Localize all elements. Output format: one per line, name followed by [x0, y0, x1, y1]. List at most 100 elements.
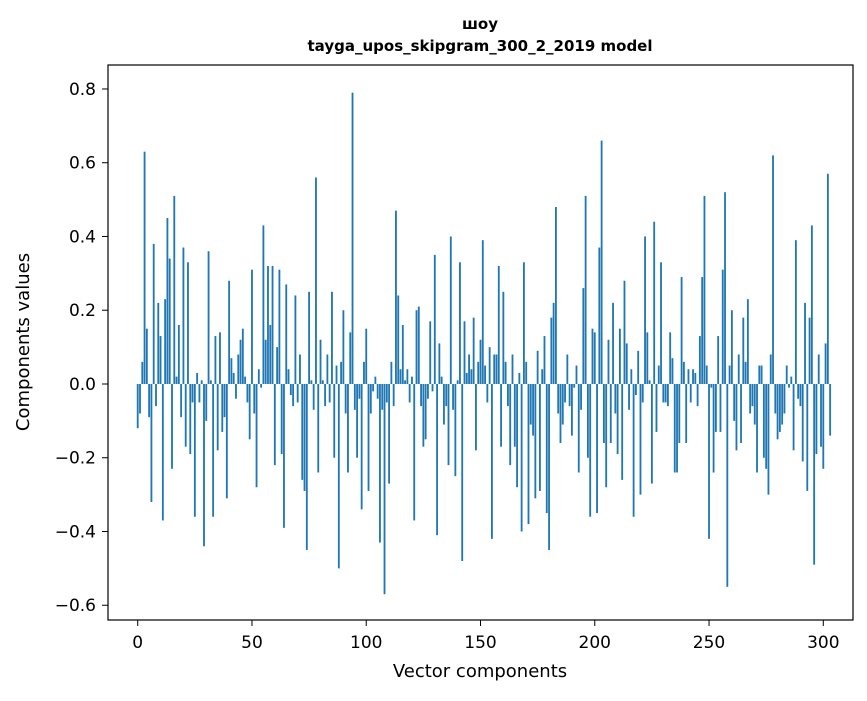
bar-78 — [315, 177, 317, 384]
bar-119 — [408, 383, 411, 403]
bar-33 — [212, 383, 215, 517]
bar-114 — [397, 295, 400, 384]
bar-171 — [527, 383, 530, 525]
bar-234 — [671, 358, 674, 384]
bar-238 — [680, 277, 683, 384]
bar-80 — [319, 339, 322, 384]
bar-158 — [497, 265, 500, 384]
bar-59 — [271, 265, 274, 384]
bar-213 — [623, 280, 626, 384]
bar-46 — [241, 328, 244, 384]
x-tick-label: 300 — [807, 633, 839, 653]
bar-25 — [193, 383, 196, 517]
bar-220 — [639, 383, 642, 495]
bar-21 — [184, 383, 187, 447]
bar-208 — [612, 302, 614, 384]
y-tick-label: 0.6 — [69, 154, 96, 174]
bar-194 — [580, 383, 582, 410]
bar-239 — [682, 361, 685, 384]
bar-95 — [353, 383, 356, 410]
bar-39 — [225, 383, 228, 499]
bar-107 — [381, 383, 384, 410]
bar-288 — [794, 240, 797, 384]
bar-183 — [555, 206, 557, 384]
x-tick-label: 0 — [132, 633, 143, 653]
bar-88 — [337, 383, 340, 569]
bar-126 — [424, 383, 427, 440]
bar-98 — [360, 383, 363, 510]
bar-222 — [644, 236, 646, 384]
bar-117 — [404, 380, 406, 384]
bar-106 — [379, 383, 381, 543]
chart-subtitle: tayga_upos_skipgram_300_2_2019 model — [308, 37, 653, 55]
bar-28 — [200, 380, 203, 384]
bar-281 — [778, 383, 781, 432]
bar-93 — [349, 332, 352, 384]
bar-130 — [433, 254, 436, 384]
bar-267 — [746, 299, 749, 384]
bar-127 — [427, 383, 429, 399]
bar-128 — [429, 321, 432, 384]
bar-42 — [232, 372, 235, 384]
bar-38 — [223, 383, 226, 418]
bar-52 — [255, 383, 258, 488]
bar-182 — [552, 302, 555, 384]
bar-219 — [637, 350, 640, 384]
bar-226 — [653, 221, 656, 384]
bar-236 — [676, 383, 678, 473]
bar-58 — [269, 324, 272, 384]
bar-115 — [399, 369, 402, 384]
bar-254 — [717, 336, 720, 384]
bar-287 — [792, 383, 795, 451]
bar-212 — [621, 383, 624, 480]
bar-187 — [564, 383, 566, 403]
bar-92 — [347, 383, 349, 473]
bar-124 — [420, 383, 422, 407]
bar-233 — [669, 332, 672, 384]
bar-5 — [148, 383, 151, 418]
bar-85 — [331, 291, 333, 384]
bar-177 — [541, 369, 544, 384]
bar-230 — [662, 383, 665, 403]
bar-263 — [737, 354, 740, 384]
bar-216 — [630, 369, 633, 384]
bar-54 — [260, 383, 263, 388]
bar-144 — [465, 372, 468, 384]
bar-142 — [461, 383, 464, 561]
bar-221 — [641, 383, 644, 403]
bar-162 — [507, 383, 509, 407]
bar-19 — [180, 383, 183, 418]
bar-74 — [305, 383, 308, 550]
bar-186 — [561, 383, 564, 425]
bar-132 — [438, 343, 441, 384]
plot-area-frame — [107, 64, 854, 621]
bar-170 — [525, 361, 528, 384]
bar-260 — [730, 310, 733, 384]
bar-279 — [774, 383, 777, 414]
bar-70 — [296, 383, 299, 403]
bar-27 — [198, 383, 201, 403]
bar-163 — [509, 383, 512, 466]
bar-276 — [767, 383, 770, 495]
bar-240 — [685, 383, 688, 443]
bar-237 — [678, 383, 681, 443]
bar-296 — [813, 383, 816, 565]
bar-110 — [388, 383, 390, 484]
bar-24 — [191, 383, 194, 403]
bar-17 — [175, 376, 178, 384]
bar-77 — [312, 383, 315, 410]
bar-55 — [262, 225, 265, 384]
x-tick-label: 150 — [464, 633, 496, 653]
bar-201 — [596, 383, 598, 514]
bar-143 — [463, 321, 466, 384]
bar-103 — [372, 383, 375, 392]
bar-61 — [276, 347, 279, 384]
bar-184 — [557, 383, 560, 414]
bar-1 — [139, 383, 141, 414]
bar-155 — [491, 383, 493, 539]
bar-91 — [344, 383, 347, 414]
bar-87 — [335, 365, 338, 384]
bar-89 — [340, 361, 343, 384]
bar-247 — [701, 277, 704, 384]
bar-277 — [769, 354, 772, 384]
